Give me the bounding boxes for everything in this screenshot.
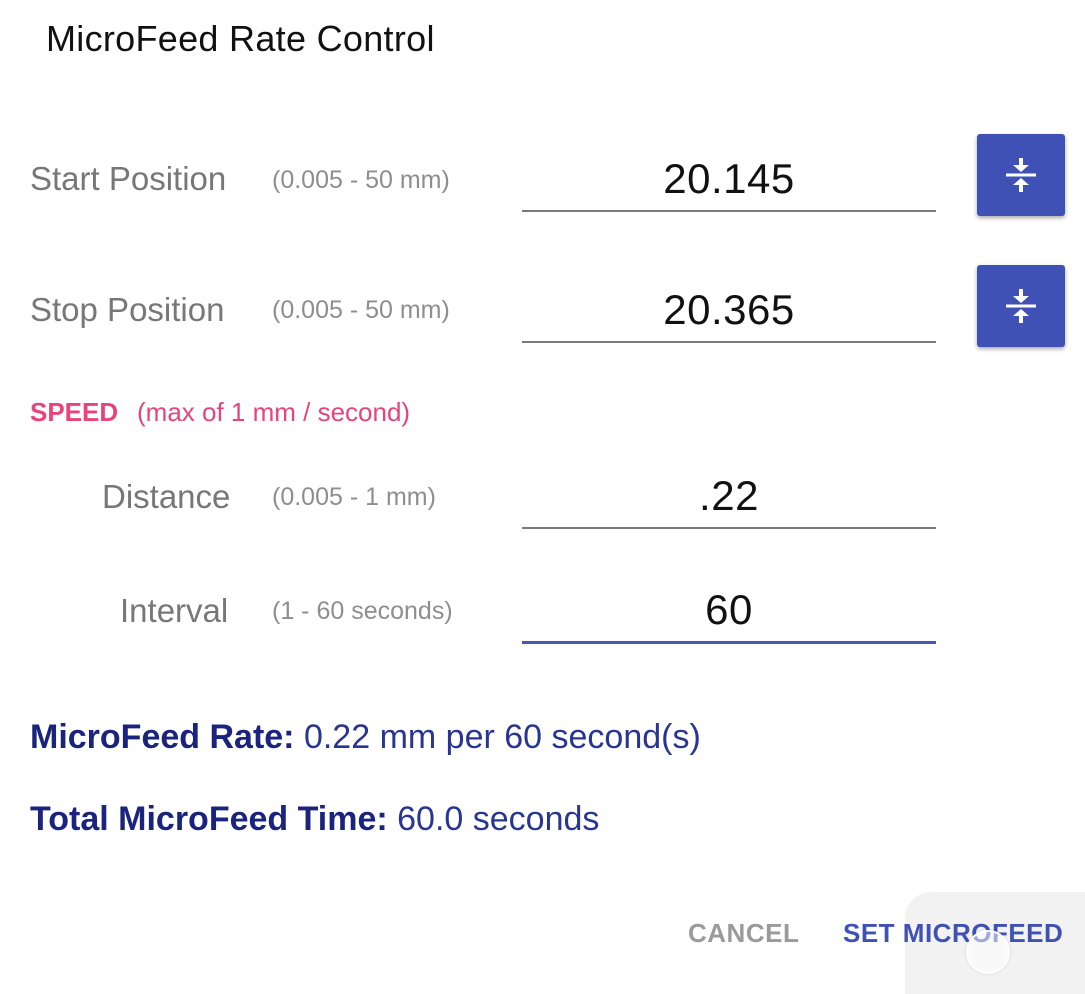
compress-vertical-icon [1006,158,1036,192]
distance-value[interactable]: .22 [699,472,759,519]
interval-value[interactable]: 60 [705,586,753,633]
cancel-button[interactable]: CANCEL [688,918,800,948]
touch-indicator [966,930,1010,974]
total-microfeed-time-summary: Total MicroFeed Time: 60.0 seconds [30,800,599,839]
start-position-input[interactable]: 20.145 [522,148,936,212]
stop-position-range: (0.005 - 50 mm) [272,296,450,324]
interval-input[interactable]: 60 [522,579,936,644]
start-position-label: Start Position [30,160,227,197]
interval-range: (1 - 60 seconds) [272,597,453,625]
start-position-range: (0.005 - 50 mm) [272,166,450,194]
distance-label: Distance [102,478,231,515]
microfeed-rate-summary: MicroFeed Rate: 0.22 mm per 60 second(s) [30,718,701,757]
speed-max-note: (max of 1 mm / second) [137,397,411,427]
interval-label: Interval [120,592,229,629]
total-microfeed-time-label: Total MicroFeed Time: [30,800,388,838]
distance-range: (0.005 - 1 mm) [272,483,436,511]
distance-input[interactable]: .22 [522,465,936,529]
start-position-value[interactable]: 20.145 [663,155,795,202]
dialog-title: MicroFeed Rate Control [46,18,435,59]
set-stop-position-button[interactable] [977,265,1065,347]
stop-position-label: Stop Position [30,291,225,328]
total-microfeed-time-value: 60.0 seconds [397,800,600,838]
microfeed-rate-value: 0.22 mm per 60 second(s) [303,718,701,756]
microfeed-rate-label: MicroFeed Rate: [30,718,295,756]
set-microfeed-button[interactable]: SET MICROFEED [843,918,1064,948]
compress-vertical-icon [1006,289,1036,323]
stop-position-value[interactable]: 20.365 [663,286,795,333]
stop-position-input[interactable]: 20.365 [522,279,936,343]
set-start-position-button[interactable] [977,134,1065,216]
speed-section-label: SPEED [30,397,119,427]
